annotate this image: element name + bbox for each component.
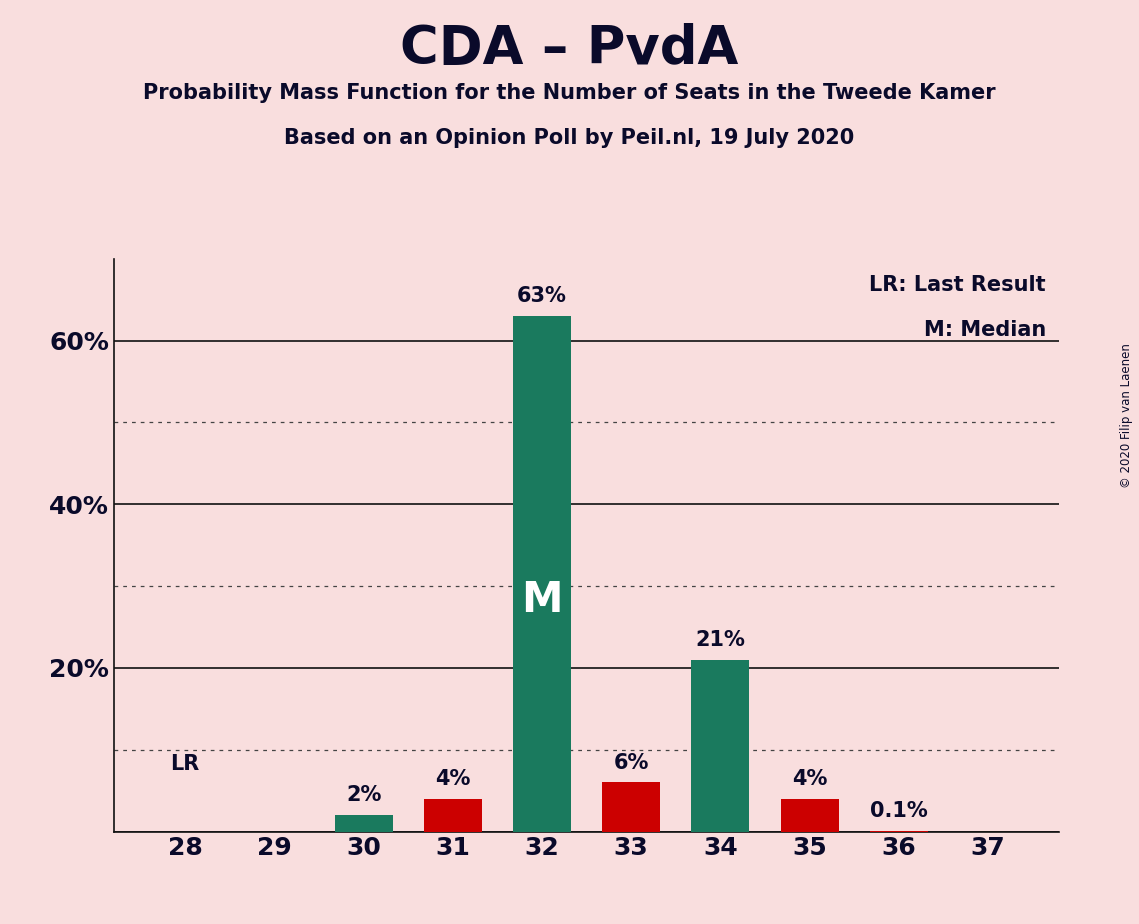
Bar [691,660,749,832]
Text: Based on an Opinion Poll by Peil.nl, 19 July 2020: Based on an Opinion Poll by Peil.nl, 19 … [285,128,854,148]
Text: 4%: 4% [792,769,827,789]
Text: LR: Last Result: LR: Last Result [869,275,1046,295]
Text: 63%: 63% [517,286,567,306]
Text: 21%: 21% [696,630,745,650]
Text: M: M [522,578,563,621]
Text: 0.1%: 0.1% [870,801,927,821]
Text: 6%: 6% [614,753,649,772]
Text: 4%: 4% [435,769,470,789]
Text: © 2020 Filip van Laenen: © 2020 Filip van Laenen [1121,344,1133,488]
Text: CDA – PvdA: CDA – PvdA [400,23,739,75]
Text: 2%: 2% [346,785,382,806]
Bar [780,799,838,832]
Bar [335,815,393,832]
Text: M: Median: M: Median [924,320,1046,340]
Bar [424,799,482,832]
Text: Probability Mass Function for the Number of Seats in the Tweede Kamer: Probability Mass Function for the Number… [144,83,995,103]
Bar [603,783,661,832]
Text: LR: LR [171,754,199,774]
Bar [513,316,571,832]
